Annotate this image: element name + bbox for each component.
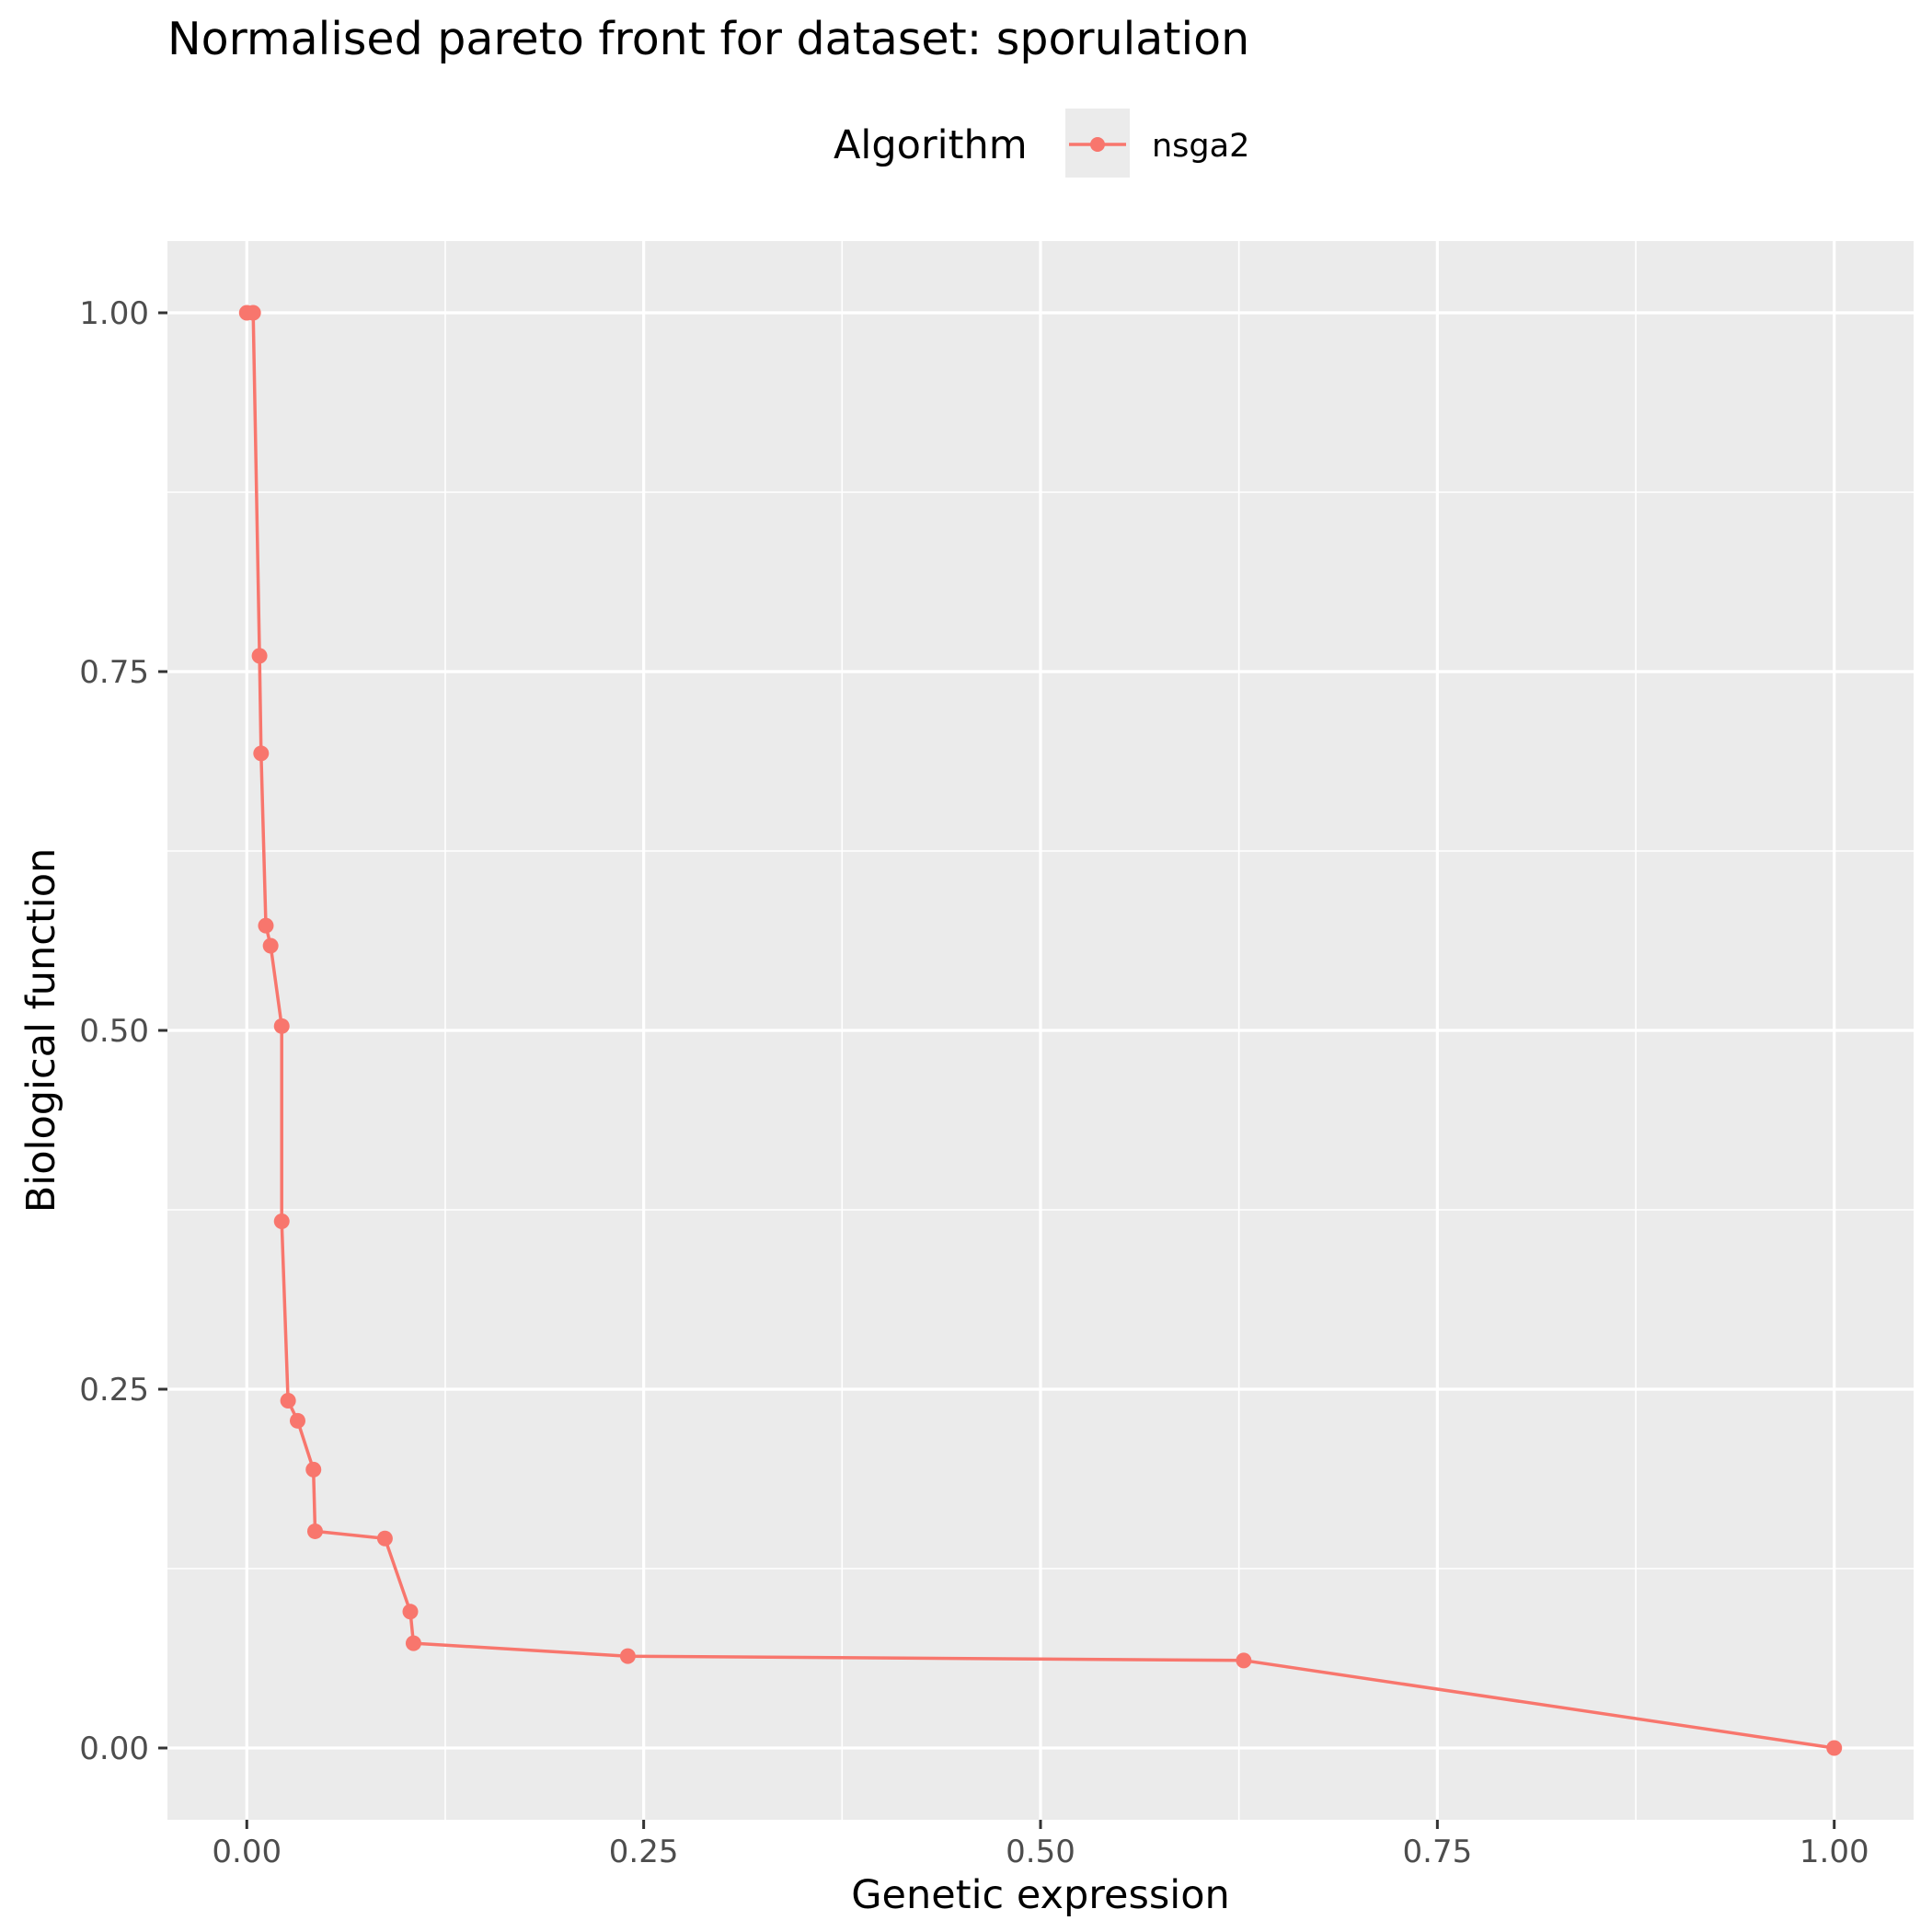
y-tick-label: 0.25 bbox=[79, 1372, 149, 1409]
series-nsga2 bbox=[238, 305, 1843, 1756]
x-axis-label: Genetic expression bbox=[851, 1872, 1230, 1918]
y-tick-label: 0.75 bbox=[79, 654, 149, 691]
data-point bbox=[289, 1412, 305, 1429]
data-point bbox=[280, 1392, 296, 1409]
x-tick-label: 1.00 bbox=[1800, 1834, 1869, 1870]
data-point bbox=[273, 1018, 290, 1034]
legend: Algorithm nsga2 bbox=[834, 109, 1249, 178]
y-tick-label: 0.50 bbox=[79, 1013, 149, 1050]
chart-title: Normalised pareto front for dataset: spo… bbox=[167, 13, 1250, 65]
y-tick-label: 0.00 bbox=[79, 1731, 149, 1767]
major-gridlines bbox=[167, 241, 1914, 1820]
x-axis: 0.00 0.25 0.50 0.75 1.00 bbox=[212, 1820, 1869, 1870]
data-point bbox=[619, 1648, 636, 1664]
x-tick-label: 0.25 bbox=[609, 1834, 679, 1870]
x-tick-label: 0.50 bbox=[1006, 1834, 1075, 1870]
data-point bbox=[253, 745, 270, 762]
series-line bbox=[247, 311, 1834, 1750]
data-point bbox=[273, 1213, 290, 1229]
x-tick-label: 0.75 bbox=[1403, 1834, 1473, 1870]
data-point bbox=[376, 1530, 393, 1547]
data-point bbox=[306, 1523, 323, 1539]
data-point bbox=[405, 1635, 421, 1651]
data-point bbox=[262, 937, 279, 954]
y-axis: 0.00 0.25 0.50 0.75 1.00 bbox=[79, 295, 167, 1767]
data-point bbox=[251, 648, 268, 664]
data-point bbox=[1826, 1740, 1843, 1756]
legend-title: Algorithm bbox=[834, 122, 1028, 168]
x-tick-label: 0.00 bbox=[212, 1834, 282, 1870]
y-axis-label: Biological function bbox=[18, 848, 64, 1213]
y-tick-label: 1.00 bbox=[79, 295, 149, 332]
data-point bbox=[1236, 1652, 1252, 1669]
data-point bbox=[305, 1461, 322, 1478]
legend-key-point bbox=[1090, 137, 1105, 152]
data-point bbox=[245, 305, 261, 321]
data-point bbox=[402, 1604, 419, 1620]
legend-label-nsga2: nsga2 bbox=[1152, 128, 1249, 165]
data-point bbox=[258, 917, 274, 934]
